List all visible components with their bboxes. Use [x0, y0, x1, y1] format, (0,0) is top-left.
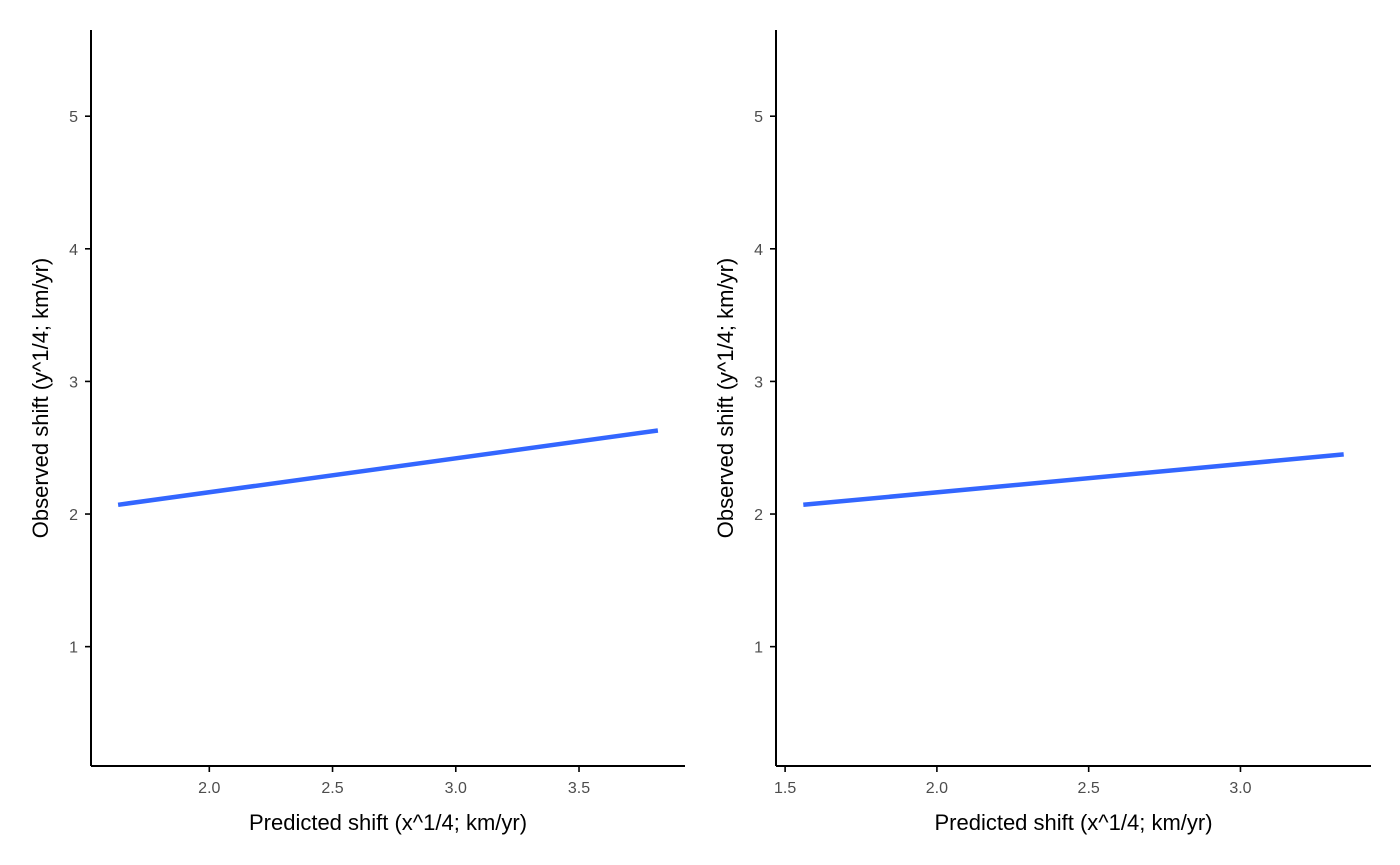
- x-tick-label: 3.0: [1229, 780, 1251, 797]
- x-tick-label: 1.5: [774, 780, 796, 797]
- x-axis-title: Predicted shift (x^1/4; km/yr): [249, 810, 527, 835]
- y-axis-title: Observed shift (y^1/4; km/yr): [28, 258, 53, 539]
- fit-line: [117, 428, 659, 508]
- x-axis-title: Predicted shift (x^1/4; km/yr): [934, 810, 1212, 835]
- right-panel: 1 2 3 4 5 1.5 2.0 2.5 3.0 Predicted shift (x^1/4;…: [713, 30, 1371, 835]
- y-tick-label: 2: [754, 507, 763, 524]
- y-tick-label: 3: [69, 374, 78, 391]
- x-tick-label: 2.0: [198, 780, 220, 797]
- y-tick-label: 5: [754, 109, 763, 126]
- y-axis-title: Observed shift (y^1/4; km/yr): [713, 258, 738, 539]
- x-tick-label: 2.5: [321, 780, 343, 797]
- y-tick-label: 1: [754, 640, 763, 657]
- y-tick-label: 5: [69, 109, 78, 126]
- y-tick-label: 4: [69, 242, 78, 259]
- y-tick-label: 3: [754, 374, 763, 391]
- left-panel: 1 2 3 4 5 2.0 2.5 3.0 3.5 Predicted shift (x^1/4;…: [28, 30, 685, 835]
- x-tick-label: 3.0: [445, 780, 467, 797]
- fit-line: [803, 452, 1344, 508]
- y-tick-label: 2: [69, 507, 78, 524]
- x-tick-label: 2.0: [926, 780, 948, 797]
- y-tick-label: 1: [69, 640, 78, 657]
- x-tick-label: 2.5: [1078, 780, 1100, 797]
- y-tick-label: 4: [754, 242, 763, 259]
- x-tick-label: 3.5: [568, 780, 590, 797]
